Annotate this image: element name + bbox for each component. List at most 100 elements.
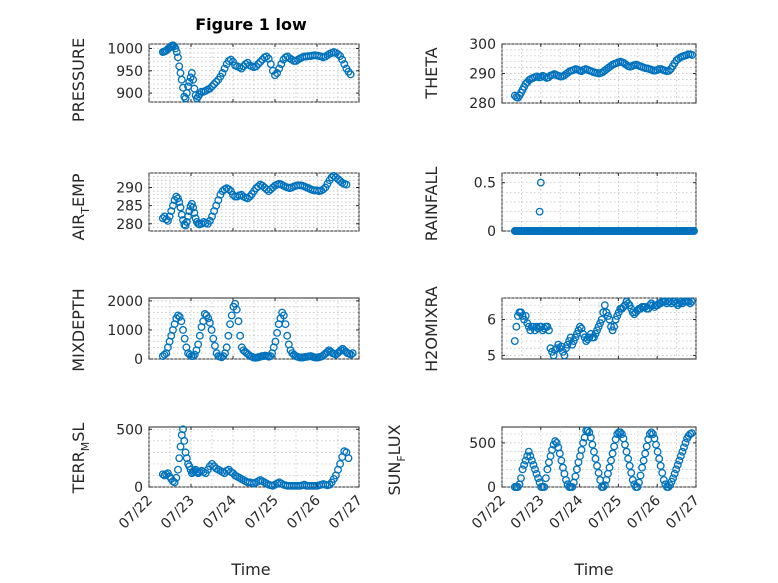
ytick-label-terr-msl: 500 <box>116 422 143 438</box>
data-point-sun-flux <box>675 456 684 465</box>
data-point-sun-flux <box>540 483 549 491</box>
data-point-theta <box>688 50 697 59</box>
data-point-sun-flux <box>520 460 529 469</box>
data-point-sun-flux <box>633 483 642 491</box>
data-point-air-temp <box>182 217 191 226</box>
data-point-pressure <box>179 83 187 92</box>
xtick-label-terr-msl: 07/25 <box>242 493 282 533</box>
data-point-sun-flux <box>523 452 532 461</box>
data-point-pressure <box>174 53 182 62</box>
data-point-pressure <box>172 48 181 56</box>
data-point-mixdepth <box>323 347 332 356</box>
xtick-label-sun-flux: 07/22 <box>469 493 509 533</box>
data-point-mixdepth <box>232 305 241 314</box>
data-point-mixdepth <box>227 311 236 320</box>
ytick-label-theta: 280 <box>469 96 496 112</box>
data-point-pressure <box>177 75 186 84</box>
data-point-rainfall <box>690 227 699 235</box>
data-point-mixdepth <box>222 343 231 352</box>
data-point-air-temp <box>165 212 174 221</box>
data-point-terr-msl <box>170 478 179 487</box>
data-point-sun-flux <box>531 465 539 474</box>
subplot-terr-msl: 0 500 07/22 07/23 07/24 07/25 07/26 07/27 <box>116 422 366 532</box>
series-pressure <box>158 41 355 103</box>
data-point-mixdepth <box>226 320 235 329</box>
data-point-sun-flux <box>621 440 629 449</box>
ytick-label-h2omixra: 6 <box>487 313 496 329</box>
data-point-sun-flux <box>641 449 650 458</box>
data-point-air-temp <box>243 194 252 203</box>
data-point-mixdepth <box>207 326 216 334</box>
data-point-sun-flux <box>616 428 625 437</box>
data-point-mixdepth <box>175 312 184 321</box>
data-point-terr-msl <box>179 425 187 434</box>
data-point-air-temp <box>175 198 184 206</box>
data-point-sun-flux <box>678 447 687 456</box>
data-point-sun-flux <box>652 440 660 449</box>
data-point-h2omixra <box>512 322 521 331</box>
data-point-h2omixra <box>686 299 695 308</box>
data-point-sun-flux <box>680 443 688 452</box>
data-point-mixdepth <box>234 317 243 326</box>
data-point-air-temp <box>187 199 196 208</box>
subplot-rainfall: 00.5 <box>474 172 699 240</box>
data-point-h2omixra <box>568 340 577 349</box>
data-point-air-temp <box>342 180 351 189</box>
data-point-sun-flux <box>635 478 643 487</box>
subplot-air-temp: 280 285 290 <box>116 171 360 233</box>
data-point-sun-flux <box>534 474 543 483</box>
data-point-h2omixra <box>625 301 634 310</box>
data-point-mixdepth <box>177 317 186 326</box>
data-point-sun-flux <box>529 460 538 469</box>
data-point-sun-flux <box>676 452 685 461</box>
data-point-sun-flux <box>607 456 615 465</box>
data-point-pressure <box>237 64 246 73</box>
data-point-mixdepth <box>180 334 189 343</box>
data-point-h2omixra <box>596 319 605 328</box>
data-point-sun-flux <box>625 461 634 470</box>
ytick-label-pressure: 1000 <box>107 41 143 57</box>
data-point-sun-flux <box>599 483 608 491</box>
data-point-sun-flux <box>562 475 570 484</box>
data-point-h2omixra <box>560 351 569 360</box>
data-point-sun-flux <box>681 438 690 447</box>
data-point-h2omixra <box>524 322 533 331</box>
data-point-sun-flux <box>541 474 550 483</box>
data-point-sun-flux <box>622 447 631 456</box>
xtick-label-sun-flux: 07/27 <box>663 493 703 533</box>
data-point-mixdepth <box>273 328 282 337</box>
data-point-terr-msl <box>174 465 182 474</box>
data-point-terr-msl <box>344 454 353 463</box>
data-point-sun-flux <box>653 447 662 456</box>
data-point-theta <box>664 66 673 75</box>
ytick-label-theta: 300 <box>469 37 496 53</box>
data-point-air-temp <box>224 185 233 194</box>
data-point-pressure <box>254 60 263 69</box>
data-point-h2omixra <box>585 333 594 342</box>
data-point-h2omixra <box>594 322 603 331</box>
xtick-label-sun-flux: 07/25 <box>585 493 625 533</box>
data-point-sun-flux <box>611 435 620 444</box>
data-point-h2omixra <box>602 308 611 317</box>
data-point-sun-flux <box>543 465 552 474</box>
xtick-label-sun-flux: 07/24 <box>547 492 587 532</box>
ylabel-sun-flux: SUNFLUX <box>385 424 408 495</box>
data-point-terr-msl <box>158 470 167 479</box>
data-point-h2omixra <box>576 322 584 331</box>
data-point-pressure <box>277 60 286 69</box>
data-point-mixdepth <box>179 326 187 334</box>
data-point-sun-flux <box>600 481 609 490</box>
data-point-sun-flux <box>636 471 645 480</box>
data-point-sun-flux <box>647 428 656 437</box>
data-point-sun-flux <box>583 426 592 435</box>
ytick-label-theta: 290 <box>469 67 496 83</box>
ylabel-pressure: PRESSURE <box>69 38 88 122</box>
data-point-sun-flux <box>577 445 586 454</box>
data-point-terr-msl <box>185 462 194 471</box>
series-h2omixra <box>510 297 696 360</box>
data-point-h2omixra <box>549 351 558 360</box>
ytick-label-sun-flux: 500 <box>469 436 496 452</box>
data-point-sun-flux <box>518 465 527 474</box>
